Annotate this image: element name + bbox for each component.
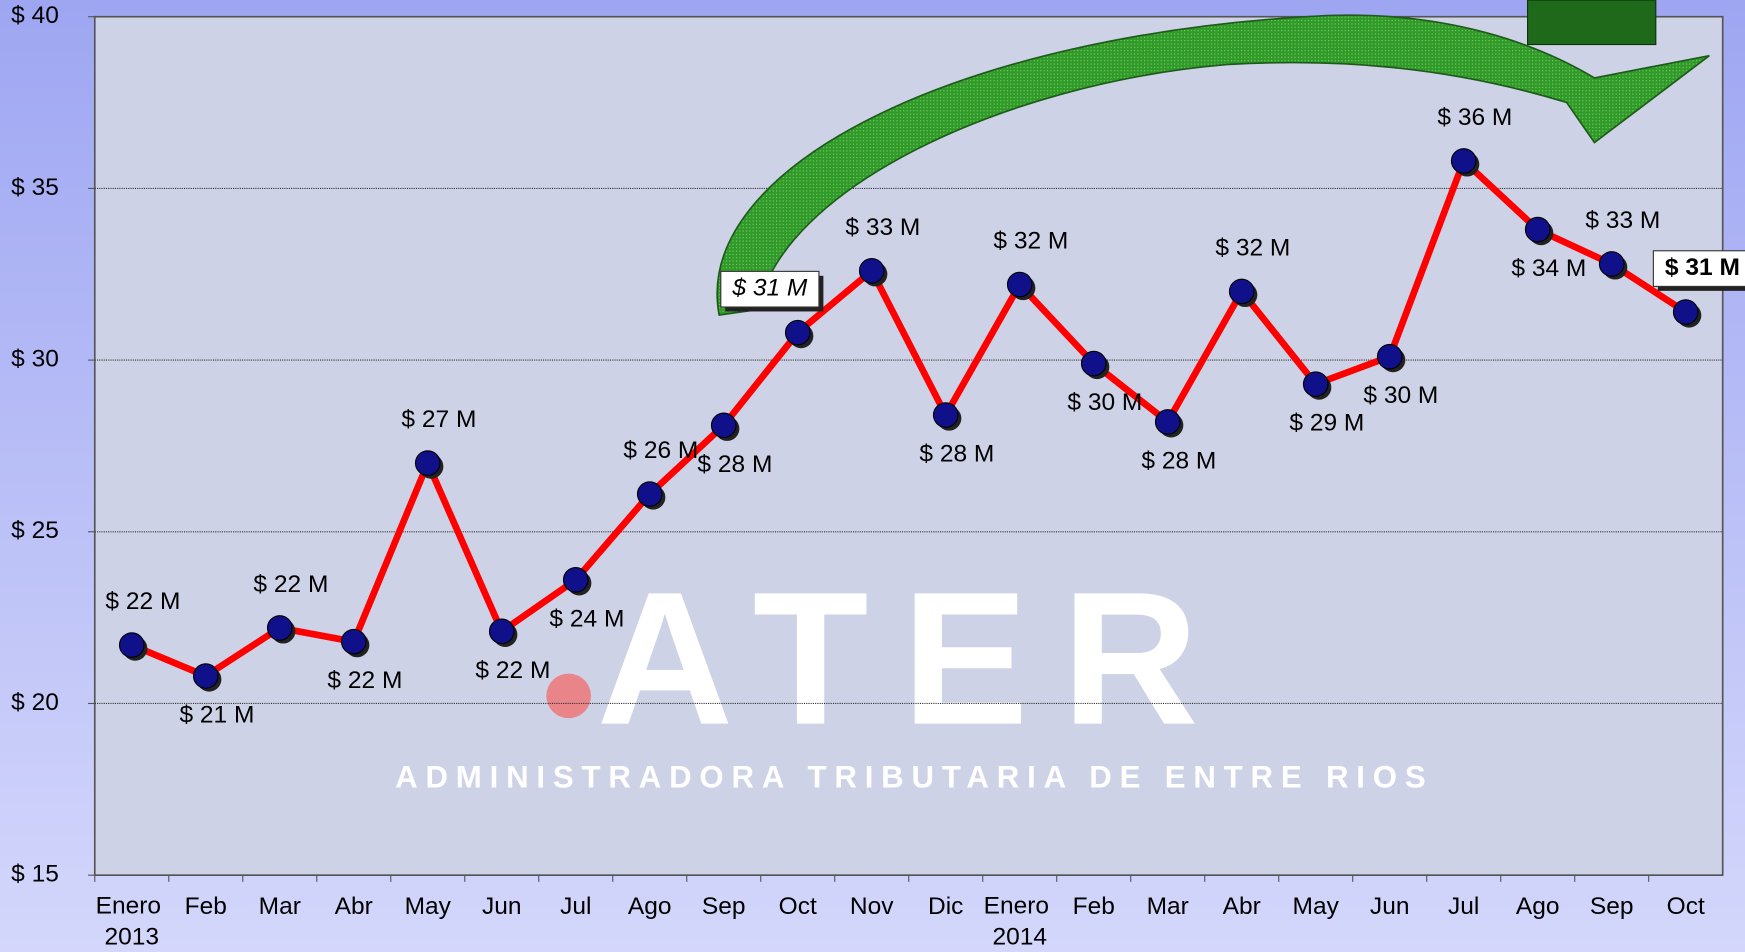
data-label: $ 32 M	[993, 228, 1068, 255]
y-tick-label: $ 20	[11, 689, 59, 716]
marker	[1451, 149, 1476, 173]
x-tick-label: Mar	[1147, 893, 1189, 920]
x-tick-label: Nov	[850, 893, 894, 920]
chart: ATER ADMINISTRADORA TRIBUTARIA DE ENTRE …	[0, 0, 1745, 952]
marker	[1007, 272, 1032, 296]
x-tick-label: Oct	[1667, 893, 1705, 920]
logo-dot	[546, 674, 591, 719]
marker	[859, 259, 884, 283]
marker	[1377, 344, 1402, 368]
marker	[1303, 372, 1328, 396]
x-tick-label: Feb	[1073, 893, 1115, 920]
marker	[1081, 351, 1106, 375]
x-tick-label: Abr	[1223, 893, 1261, 920]
marker	[933, 403, 958, 427]
data-label: $ 32 M	[1215, 235, 1290, 262]
x-tick-label: Sep	[1590, 893, 1634, 920]
data-label: $ 22 M	[105, 588, 180, 615]
x-tick-label: Dic	[928, 893, 963, 920]
data-label: $ 30 M	[1067, 389, 1142, 416]
x-tick-label: Feb	[185, 893, 227, 920]
x-tick-label: Jul	[1448, 893, 1479, 920]
y-tick-label: $ 40	[11, 2, 59, 29]
data-label: $ 28 M	[1141, 447, 1216, 474]
marker	[785, 320, 810, 344]
marker	[415, 451, 440, 475]
data-label: $ 22 M	[253, 571, 328, 598]
marker	[489, 619, 514, 643]
data-label: $ 33 M	[845, 214, 920, 241]
x-tick-label: Jun	[1370, 893, 1410, 920]
x-tick-label: Ago	[1516, 893, 1560, 920]
data-label: $ 26 M	[623, 437, 698, 464]
marker	[194, 664, 219, 688]
data-label: $ 24 M	[549, 605, 624, 632]
watermark-text: ADMINISTRADORA TRIBUTARIA DE ENTRE RIOS	[395, 760, 1433, 795]
data-label: $ 36 M	[1437, 104, 1512, 131]
green-box	[1528, 0, 1656, 45]
data-label: $ 22 M	[327, 667, 402, 694]
data-label: $ 34 M	[1511, 255, 1586, 282]
y-tick-label: $ 35	[11, 174, 59, 201]
x-tick-label: Sep	[702, 893, 746, 920]
marker	[120, 633, 145, 657]
data-label: $ 28 M	[697, 451, 772, 478]
marker	[1673, 300, 1698, 324]
marker	[268, 616, 293, 640]
marker	[1155, 410, 1180, 434]
x-tick-label: Ago	[628, 893, 672, 920]
y-tick-label: $ 30	[11, 346, 59, 373]
watermark-logo: ATER	[596, 554, 1232, 765]
data-label: $ 21 M	[179, 702, 254, 729]
x-tick-label: Oct	[779, 893, 817, 920]
data-label: $ 29 M	[1289, 410, 1364, 437]
data-label: $ 31 M	[1665, 254, 1740, 281]
marker	[1599, 252, 1624, 276]
y-tick-label: $ 25	[11, 517, 59, 544]
x-tick-label: Abr	[335, 893, 373, 920]
data-label: $ 27 M	[401, 406, 476, 433]
data-label: $ 33 M	[1585, 207, 1660, 234]
x-tick-label: Jun	[482, 893, 522, 920]
marker	[341, 629, 366, 653]
marker	[563, 568, 588, 592]
x-tick-label: May	[405, 893, 452, 920]
marker	[1525, 217, 1550, 241]
data-label: $ 31 M	[731, 275, 808, 302]
page: ATER ADMINISTRADORA TRIBUTARIA DE ENTRE …	[0, 0, 1745, 952]
x-tick-label: May	[1293, 893, 1340, 920]
x-tick-label: Mar	[259, 893, 301, 920]
data-label: $ 30 M	[1363, 382, 1438, 409]
y-tick-label: $ 15	[11, 861, 59, 888]
marker	[1229, 279, 1254, 303]
marker	[637, 482, 662, 506]
data-label: $ 28 M	[919, 441, 994, 468]
x-tick-label: Jul	[560, 893, 591, 920]
data-label: $ 22 M	[475, 657, 550, 684]
marker	[711, 413, 736, 437]
